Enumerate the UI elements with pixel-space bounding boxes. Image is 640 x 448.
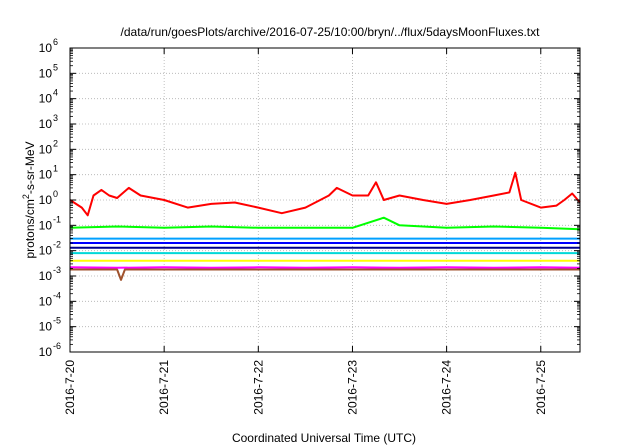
x-tick-label: 2016-7-20 bbox=[63, 360, 77, 415]
y-axis-ticks: 10 -610 -510 -410 -310 -210 -110 010 110 210 310 41… bbox=[39, 37, 580, 359]
x-tick-label: 2016-7-22 bbox=[251, 360, 265, 415]
x-tick-label: 2016-7-24 bbox=[440, 360, 454, 415]
y-tick-exponent: 3 bbox=[53, 113, 58, 123]
y-tick-exponent: 1 bbox=[53, 164, 58, 174]
x-tick-label: 2016-7-25 bbox=[534, 360, 548, 415]
y-tick-label: 10 bbox=[39, 66, 53, 80]
y-tick-exponent: 5 bbox=[53, 62, 58, 72]
y-tick-label: 10 bbox=[39, 244, 53, 258]
x-tick-label: 2016-7-21 bbox=[157, 360, 171, 415]
series-line-8 bbox=[69, 266, 581, 269]
y-tick-label: 10 bbox=[39, 92, 53, 106]
series-line-9 bbox=[70, 268, 580, 281]
y-tick-exponent: -5 bbox=[53, 316, 61, 326]
y-tick-exponent: -2 bbox=[53, 240, 61, 250]
grid bbox=[69, 47, 580, 353]
y-tick-exponent: 4 bbox=[53, 88, 58, 98]
y-tick-label: 10 bbox=[39, 193, 53, 207]
chart-title: /data/run/goesPlots/archive/2016-07-25/1… bbox=[121, 25, 541, 39]
y-tick-exponent: 2 bbox=[53, 138, 58, 148]
y-axis-label: protons/cm2-s-sr-MeV bbox=[21, 141, 37, 258]
y-tick-label: 10 bbox=[39, 117, 53, 131]
series-group bbox=[69, 171, 581, 281]
series-line-2 bbox=[69, 216, 581, 231]
y-tick-exponent: -4 bbox=[53, 290, 61, 300]
x-tick-label: 2016-7-23 bbox=[345, 360, 359, 415]
y-tick-label: 10 bbox=[39, 218, 53, 232]
x-axis-label: Coordinated Universal Time (UTC) bbox=[232, 431, 416, 445]
y-tick-exponent: -3 bbox=[53, 265, 61, 275]
y-tick-exponent: 0 bbox=[53, 189, 58, 199]
y-tick-exponent: -6 bbox=[53, 341, 61, 351]
series-line-1 bbox=[69, 171, 581, 217]
y-tick-label: 10 bbox=[39, 320, 53, 334]
y-tick-label: 10 bbox=[39, 142, 53, 156]
y-tick-exponent: 6 bbox=[53, 37, 58, 47]
x-axis-ticks: 2016-7-20 2016-7-21 2016-7-22 2016-7-23 2016… bbox=[63, 48, 548, 415]
y-tick-label: 10 bbox=[39, 41, 53, 55]
y-tick-label: 10 bbox=[39, 294, 53, 308]
y-tick-label: 10 bbox=[39, 269, 53, 283]
y-tick-exponent: -1 bbox=[53, 214, 61, 224]
y-tick-label: 10 bbox=[39, 168, 53, 182]
y-tick-label: 10 bbox=[39, 345, 53, 359]
